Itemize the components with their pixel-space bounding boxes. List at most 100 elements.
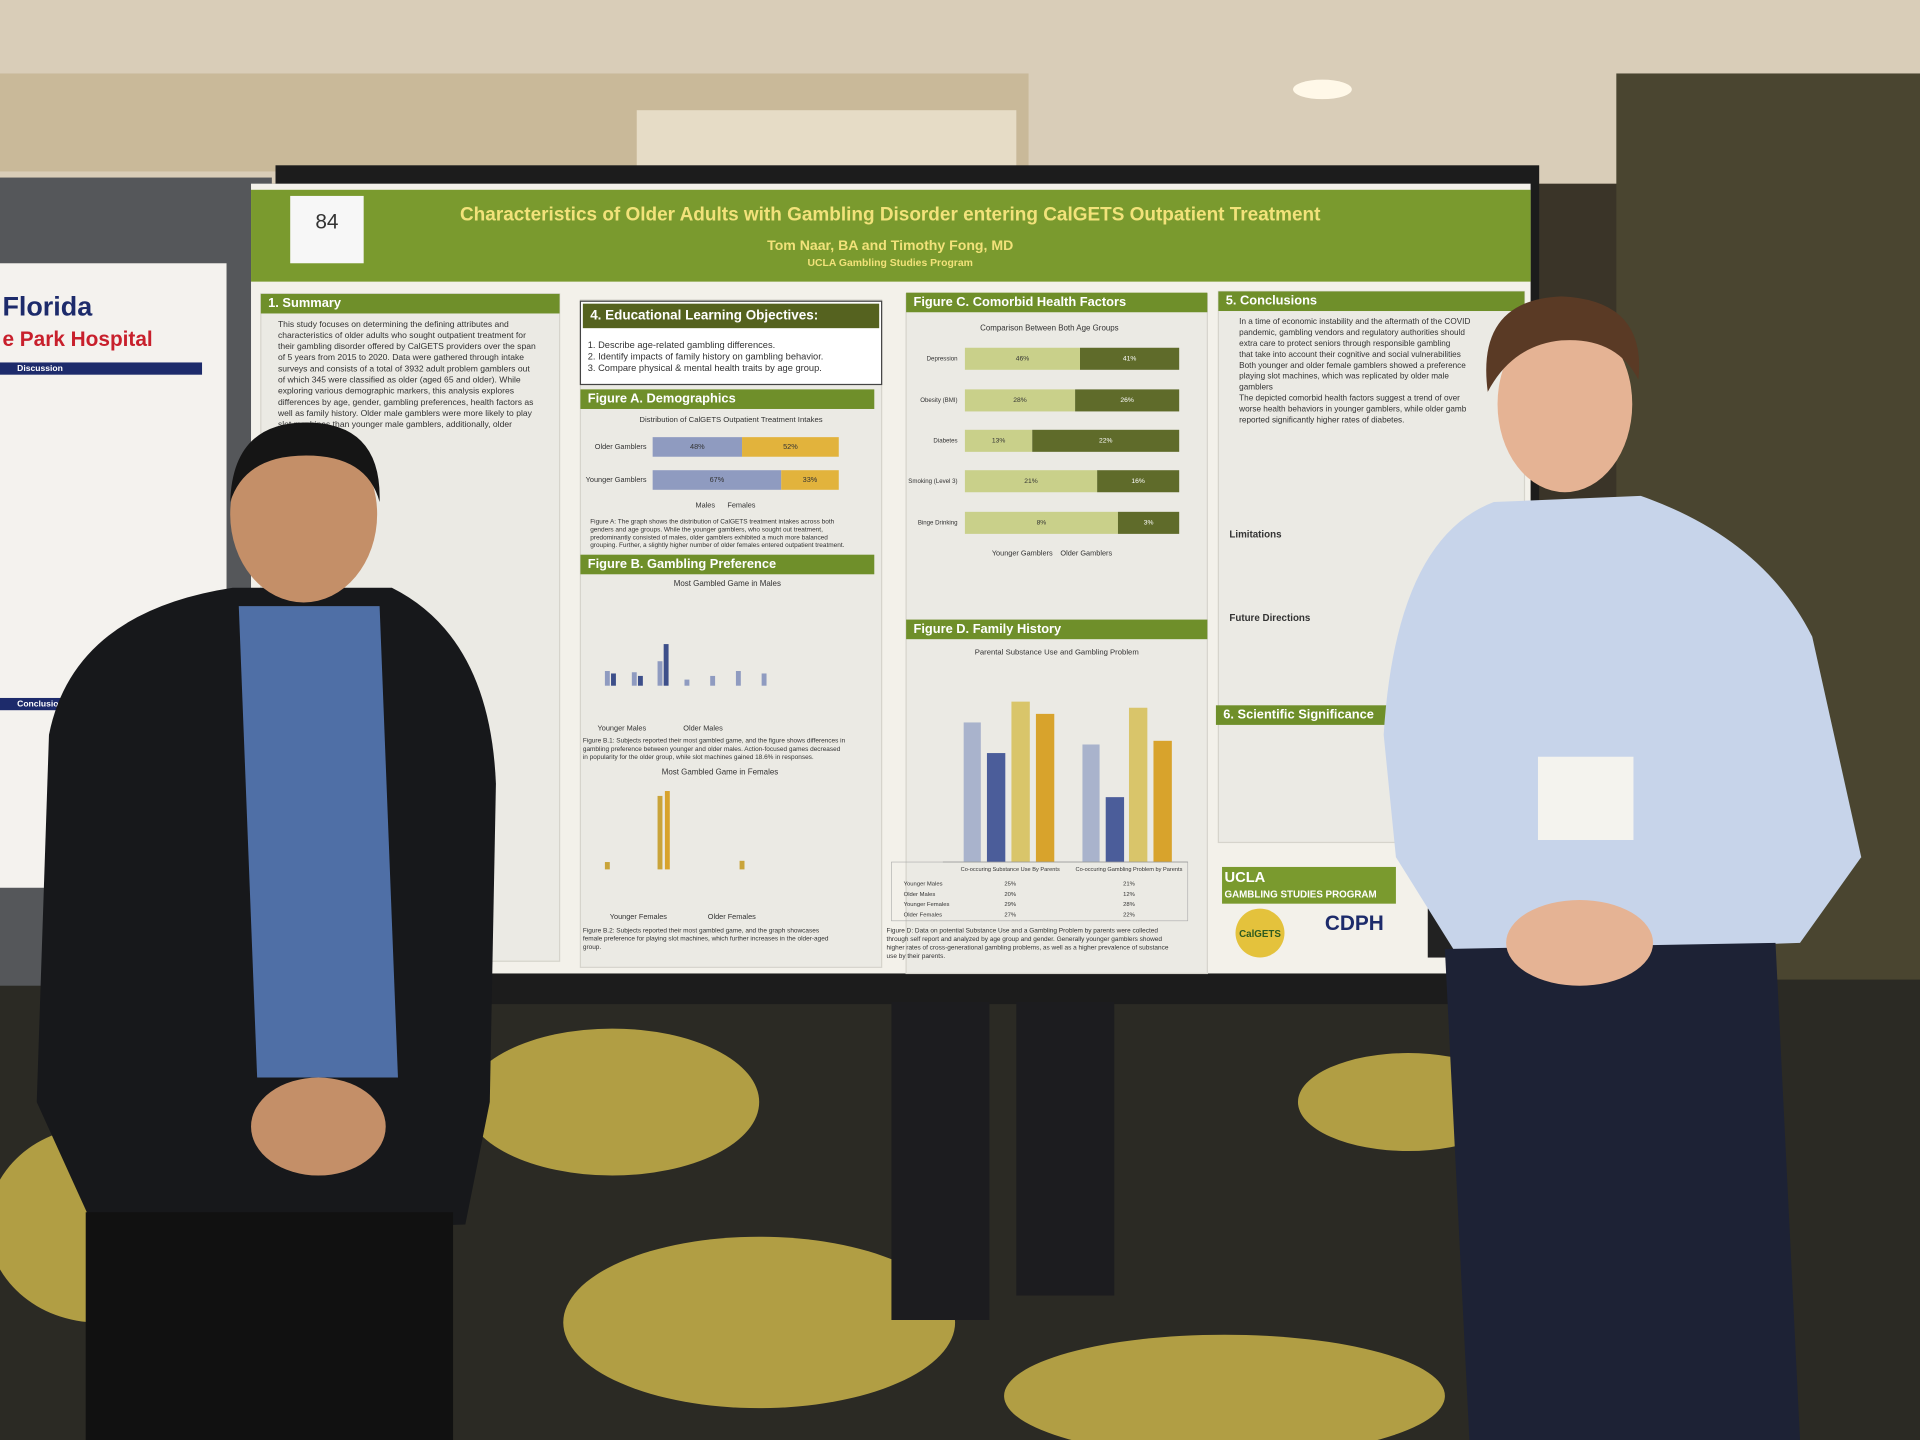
poster-text: Co-occuring Gambling Problem by Parents [1076, 867, 1183, 873]
left-section: Discussion [17, 363, 63, 373]
hair [1486, 296, 1640, 392]
poster-text: Females [727, 501, 755, 510]
poster-text: higher rates of cross-generational gambl… [887, 944, 1169, 951]
bar [710, 675, 716, 686]
left-subtitle: e Park Hospital [2, 328, 152, 351]
bar-segment [1117, 511, 1180, 534]
poster-text: predominantly consisted of males, older … [590, 534, 828, 541]
poster-text: Older Gamblers [1060, 548, 1112, 557]
poster-text: 12% [1123, 892, 1135, 898]
bar [1153, 740, 1172, 863]
section-heading: Figure A. Demographics [588, 391, 736, 406]
poster-text: Most Gambled Game in Males [674, 579, 781, 588]
bar-segment [652, 437, 743, 457]
poster-text: Co-occuring Substance Use By Parents [961, 867, 1060, 873]
bar [604, 862, 610, 870]
poster-text: Figure D: Data on potential Substance Us… [887, 927, 1159, 934]
poster-text: Limitations [1229, 530, 1282, 541]
bar-segment [1080, 347, 1180, 370]
poster-text: The depicted comorbid health factors sug… [1239, 393, 1460, 402]
left-title: Florida [2, 292, 93, 322]
poster-text: well as family history. Older male gambl… [277, 408, 533, 418]
figure-b-bars [604, 644, 767, 870]
head [230, 426, 378, 603]
bar [637, 675, 643, 686]
poster-text: Parental Substance Use and Gambling Prob… [975, 648, 1139, 657]
section-heading: Figure C. Comorbid Health Factors [913, 294, 1126, 309]
bar [663, 644, 669, 686]
figure-d-bars [942, 701, 1188, 863]
shirt [238, 606, 398, 1078]
person-background [1016, 1001, 1115, 1296]
poster-text: that take into account their cognitive a… [1239, 350, 1461, 359]
poster-text: genders and age groups. While the younge… [590, 526, 823, 533]
poster-text: Most Gambled Game in Females [662, 768, 778, 777]
poster-text: Diabetes [933, 437, 957, 444]
poster-text: use by their parents. [887, 953, 946, 960]
pattern [1004, 1334, 1445, 1440]
poster-text: Binge Drinking [918, 519, 958, 526]
poster-text: Younger Females [904, 902, 950, 908]
poster-text: 3% [1144, 520, 1154, 527]
bar [735, 671, 741, 686]
bar [761, 673, 767, 686]
poster-text: 22% [1099, 438, 1112, 445]
poster-text: Younger Gamblers [586, 475, 647, 484]
poster-text: 46% [1016, 356, 1029, 363]
poster-text: 1. Describe age-related gambling differe… [588, 340, 775, 350]
poster-text: Future Directions [1229, 613, 1311, 624]
poster-text: characteristics of older adults who soug… [278, 330, 526, 340]
bar [611, 673, 616, 686]
person-right [1383, 296, 1862, 1440]
poster-text: Older Males [904, 892, 936, 898]
bar [604, 671, 610, 686]
left-band [0, 362, 203, 375]
poster-body: 1. Summary This study focuses on determin… [260, 290, 1526, 975]
bar-segment [964, 470, 1098, 493]
bar [1035, 713, 1055, 863]
poster-text: Smoking (Level 3) [908, 478, 957, 485]
poster-text: Comparison Between Both Age Groups [980, 323, 1119, 332]
shirt [1383, 495, 1862, 956]
poster-text: Younger Males [904, 882, 943, 888]
bar-segment [964, 511, 1118, 534]
poster-text: 28% [1013, 397, 1026, 404]
poster-column [579, 299, 883, 968]
pants [85, 1212, 454, 1440]
bar [1128, 707, 1148, 863]
poster-text: pandemic, gambling vendors and regulator… [1239, 328, 1465, 337]
poster-text: Older Gamblers [595, 442, 647, 451]
bar-segment [1097, 470, 1180, 493]
bar [664, 791, 670, 870]
poster-text: worse health behaviors in younger gamble… [1238, 404, 1467, 413]
section-heading: Figure D. Family History [913, 621, 1062, 636]
poster-text: 3. Compare physical & mental health trai… [588, 363, 822, 373]
poster-text: 26% [1120, 397, 1133, 404]
section-heading: 1. Summary [268, 295, 342, 310]
pattern [563, 1236, 956, 1409]
poster-text: Both younger and older female gamblers s… [1239, 361, 1466, 370]
left-section: Conclusion [17, 698, 64, 708]
bar [657, 661, 663, 686]
section-heading-bar [580, 389, 875, 409]
poster-text: 13% [992, 438, 1005, 445]
poster-text: Younger Gamblers [992, 548, 1053, 557]
bar-segment [742, 437, 839, 457]
poster-text: 21% [1123, 882, 1135, 888]
poster-text: 41% [1123, 356, 1136, 363]
bar-segment [652, 470, 782, 490]
person-left [36, 422, 496, 1440]
poster-text: playing slot machines, which was replica… [1239, 372, 1449, 381]
section-heading: Figure B. Gambling Preference [588, 556, 776, 571]
poster-text: Younger Females [610, 912, 668, 921]
bar [684, 679, 690, 686]
poster-header [251, 189, 1531, 282]
poster-text: group. [583, 944, 602, 951]
logo-text: CalGETS [1239, 929, 1281, 940]
poster-text: 16% [1131, 478, 1144, 485]
calgets-logo [1235, 908, 1285, 958]
bar-segment [781, 470, 839, 490]
poster-text: grouping. Further, a slightly higher num… [590, 542, 844, 549]
